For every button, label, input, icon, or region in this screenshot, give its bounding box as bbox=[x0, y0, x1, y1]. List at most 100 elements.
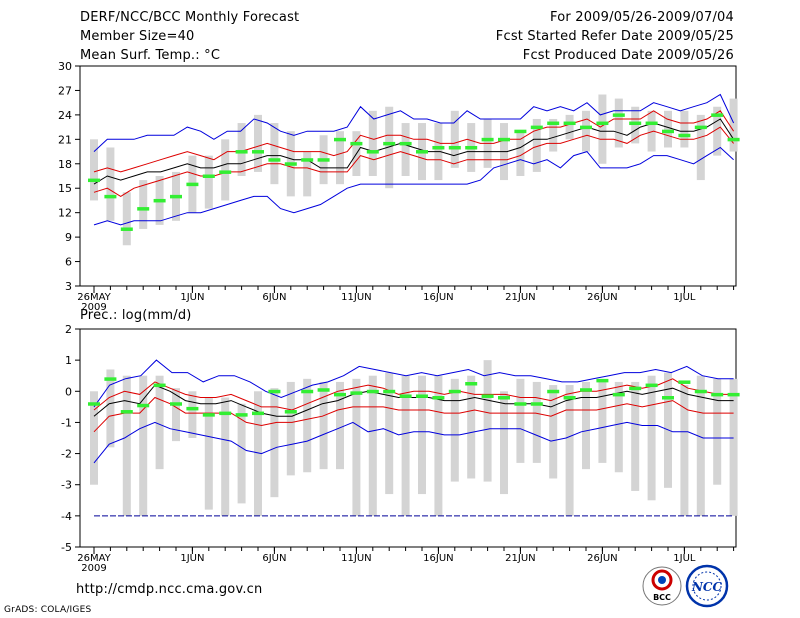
series-min-line bbox=[93, 146, 734, 226]
series-min-line bbox=[93, 421, 734, 464]
observed-marker bbox=[563, 396, 576, 400]
ensemble-box bbox=[237, 403, 246, 504]
ensemble-box bbox=[631, 381, 640, 491]
observed-marker bbox=[498, 137, 510, 142]
observed-marker bbox=[153, 383, 166, 388]
x-tick-label: 11JUN bbox=[341, 553, 371, 564]
grads-credit: GrADS: COLA/IGES bbox=[4, 605, 92, 615]
ensemble-box bbox=[729, 378, 738, 516]
series-lower-line bbox=[93, 396, 734, 433]
x-tick-label: 26MAY bbox=[77, 292, 111, 303]
y-tick-label: 12 bbox=[58, 207, 72, 220]
observed-marker bbox=[580, 388, 592, 392]
observed-marker bbox=[202, 174, 215, 178]
observed-marker bbox=[284, 410, 297, 414]
ensemble-box bbox=[582, 381, 590, 470]
observed-marker bbox=[629, 121, 642, 126]
observed-marker bbox=[268, 389, 281, 394]
ensemble-box bbox=[122, 375, 131, 516]
ensemble-box bbox=[270, 123, 279, 185]
x-tick-label: 16JUN bbox=[423, 553, 453, 564]
ensemble-box bbox=[139, 180, 148, 229]
x-tick-sublabel: 2009 bbox=[81, 563, 106, 574]
ensemble-box bbox=[401, 375, 410, 516]
observed-marker bbox=[727, 392, 740, 397]
x-tick-sublabel: 2009 bbox=[81, 302, 106, 313]
ensemble-box bbox=[90, 139, 98, 201]
produced-date: Fcst Produced Date 2009/05/26 bbox=[522, 48, 734, 63]
ensemble-box bbox=[237, 123, 246, 176]
ensemble-box bbox=[680, 110, 689, 148]
ensemble-box bbox=[680, 385, 689, 516]
ensemble-box bbox=[221, 397, 230, 516]
forecast-period: For 2009/05/26-2009/07/04 bbox=[550, 10, 734, 25]
observed-marker bbox=[612, 392, 625, 397]
ensemble-box bbox=[713, 378, 722, 485]
ensemble-box bbox=[516, 378, 525, 463]
observed-marker bbox=[366, 389, 379, 394]
x-tick-label: 26JUN bbox=[587, 553, 617, 564]
ensemble-box bbox=[303, 378, 312, 473]
observed-marker bbox=[432, 396, 445, 400]
series-max-line bbox=[93, 93, 735, 152]
observed-marker bbox=[202, 413, 215, 417]
ensemble-box bbox=[516, 131, 525, 176]
ensemble-box bbox=[434, 375, 443, 516]
observed-marker bbox=[219, 411, 232, 416]
observed-marker bbox=[547, 389, 560, 394]
observed-marker bbox=[694, 389, 707, 394]
observed-marker bbox=[448, 145, 461, 150]
observed-marker bbox=[465, 382, 478, 386]
ensemble-box bbox=[565, 114, 574, 140]
source-url[interactable]: http://cmdp.ncc.cma.gov.cn bbox=[76, 582, 263, 597]
observed-marker bbox=[153, 198, 166, 203]
observed-marker bbox=[580, 125, 592, 130]
x-tick-label: 26JUN bbox=[587, 292, 617, 303]
ensemble-box bbox=[532, 118, 541, 172]
observed-marker bbox=[645, 383, 658, 388]
variable-label: Mean Surf. Temp.: °C bbox=[80, 48, 221, 63]
y-tick-label: -3 bbox=[61, 479, 72, 492]
y-tick-label: -2 bbox=[61, 448, 72, 461]
ensemble-box bbox=[549, 118, 558, 152]
ensemble-box bbox=[122, 192, 131, 246]
ensemble-box bbox=[450, 110, 459, 168]
observed-marker bbox=[563, 121, 576, 126]
y-tick-label: 9 bbox=[65, 231, 72, 244]
observed-marker bbox=[219, 170, 232, 174]
ensemble-box bbox=[500, 391, 508, 495]
observed-marker bbox=[252, 411, 264, 416]
ensemble-box bbox=[221, 139, 230, 201]
observed-marker bbox=[137, 403, 150, 408]
observed-marker bbox=[120, 410, 133, 414]
observed-marker bbox=[678, 380, 691, 384]
ensemble-box bbox=[729, 98, 738, 152]
y-tick-label: 2 bbox=[65, 323, 72, 336]
series-max-line bbox=[93, 359, 734, 408]
ensemble-box bbox=[368, 375, 377, 516]
ensemble-box bbox=[598, 94, 607, 164]
observed-marker bbox=[170, 402, 182, 406]
observed-marker bbox=[399, 141, 412, 146]
observed-marker bbox=[334, 137, 346, 142]
observed-marker bbox=[170, 194, 182, 199]
y-tick-label: 18 bbox=[58, 158, 72, 171]
observed-marker bbox=[596, 378, 609, 383]
observed-marker bbox=[366, 150, 379, 154]
series-upper-line bbox=[93, 110, 735, 173]
ensemble-box bbox=[696, 375, 705, 516]
observed-marker bbox=[481, 394, 494, 398]
observed-marker bbox=[596, 121, 609, 126]
ensemble-box bbox=[549, 385, 558, 479]
x-tick-label: 1JUL bbox=[673, 553, 696, 564]
observed-marker bbox=[448, 389, 461, 394]
observed-marker bbox=[514, 129, 527, 134]
ensemble-box bbox=[319, 381, 328, 470]
y-tick-label: 6 bbox=[65, 256, 72, 269]
ensemble-box bbox=[614, 381, 623, 473]
chart-title: DERF/NCC/BCC Monthly Forecast bbox=[80, 10, 300, 25]
ensemble-box bbox=[270, 388, 279, 498]
y-tick-label: -4 bbox=[61, 510, 72, 523]
refer-date: Fcst Started Refer Date 2009/05/25 bbox=[495, 29, 734, 44]
ensemble-box bbox=[90, 391, 98, 485]
